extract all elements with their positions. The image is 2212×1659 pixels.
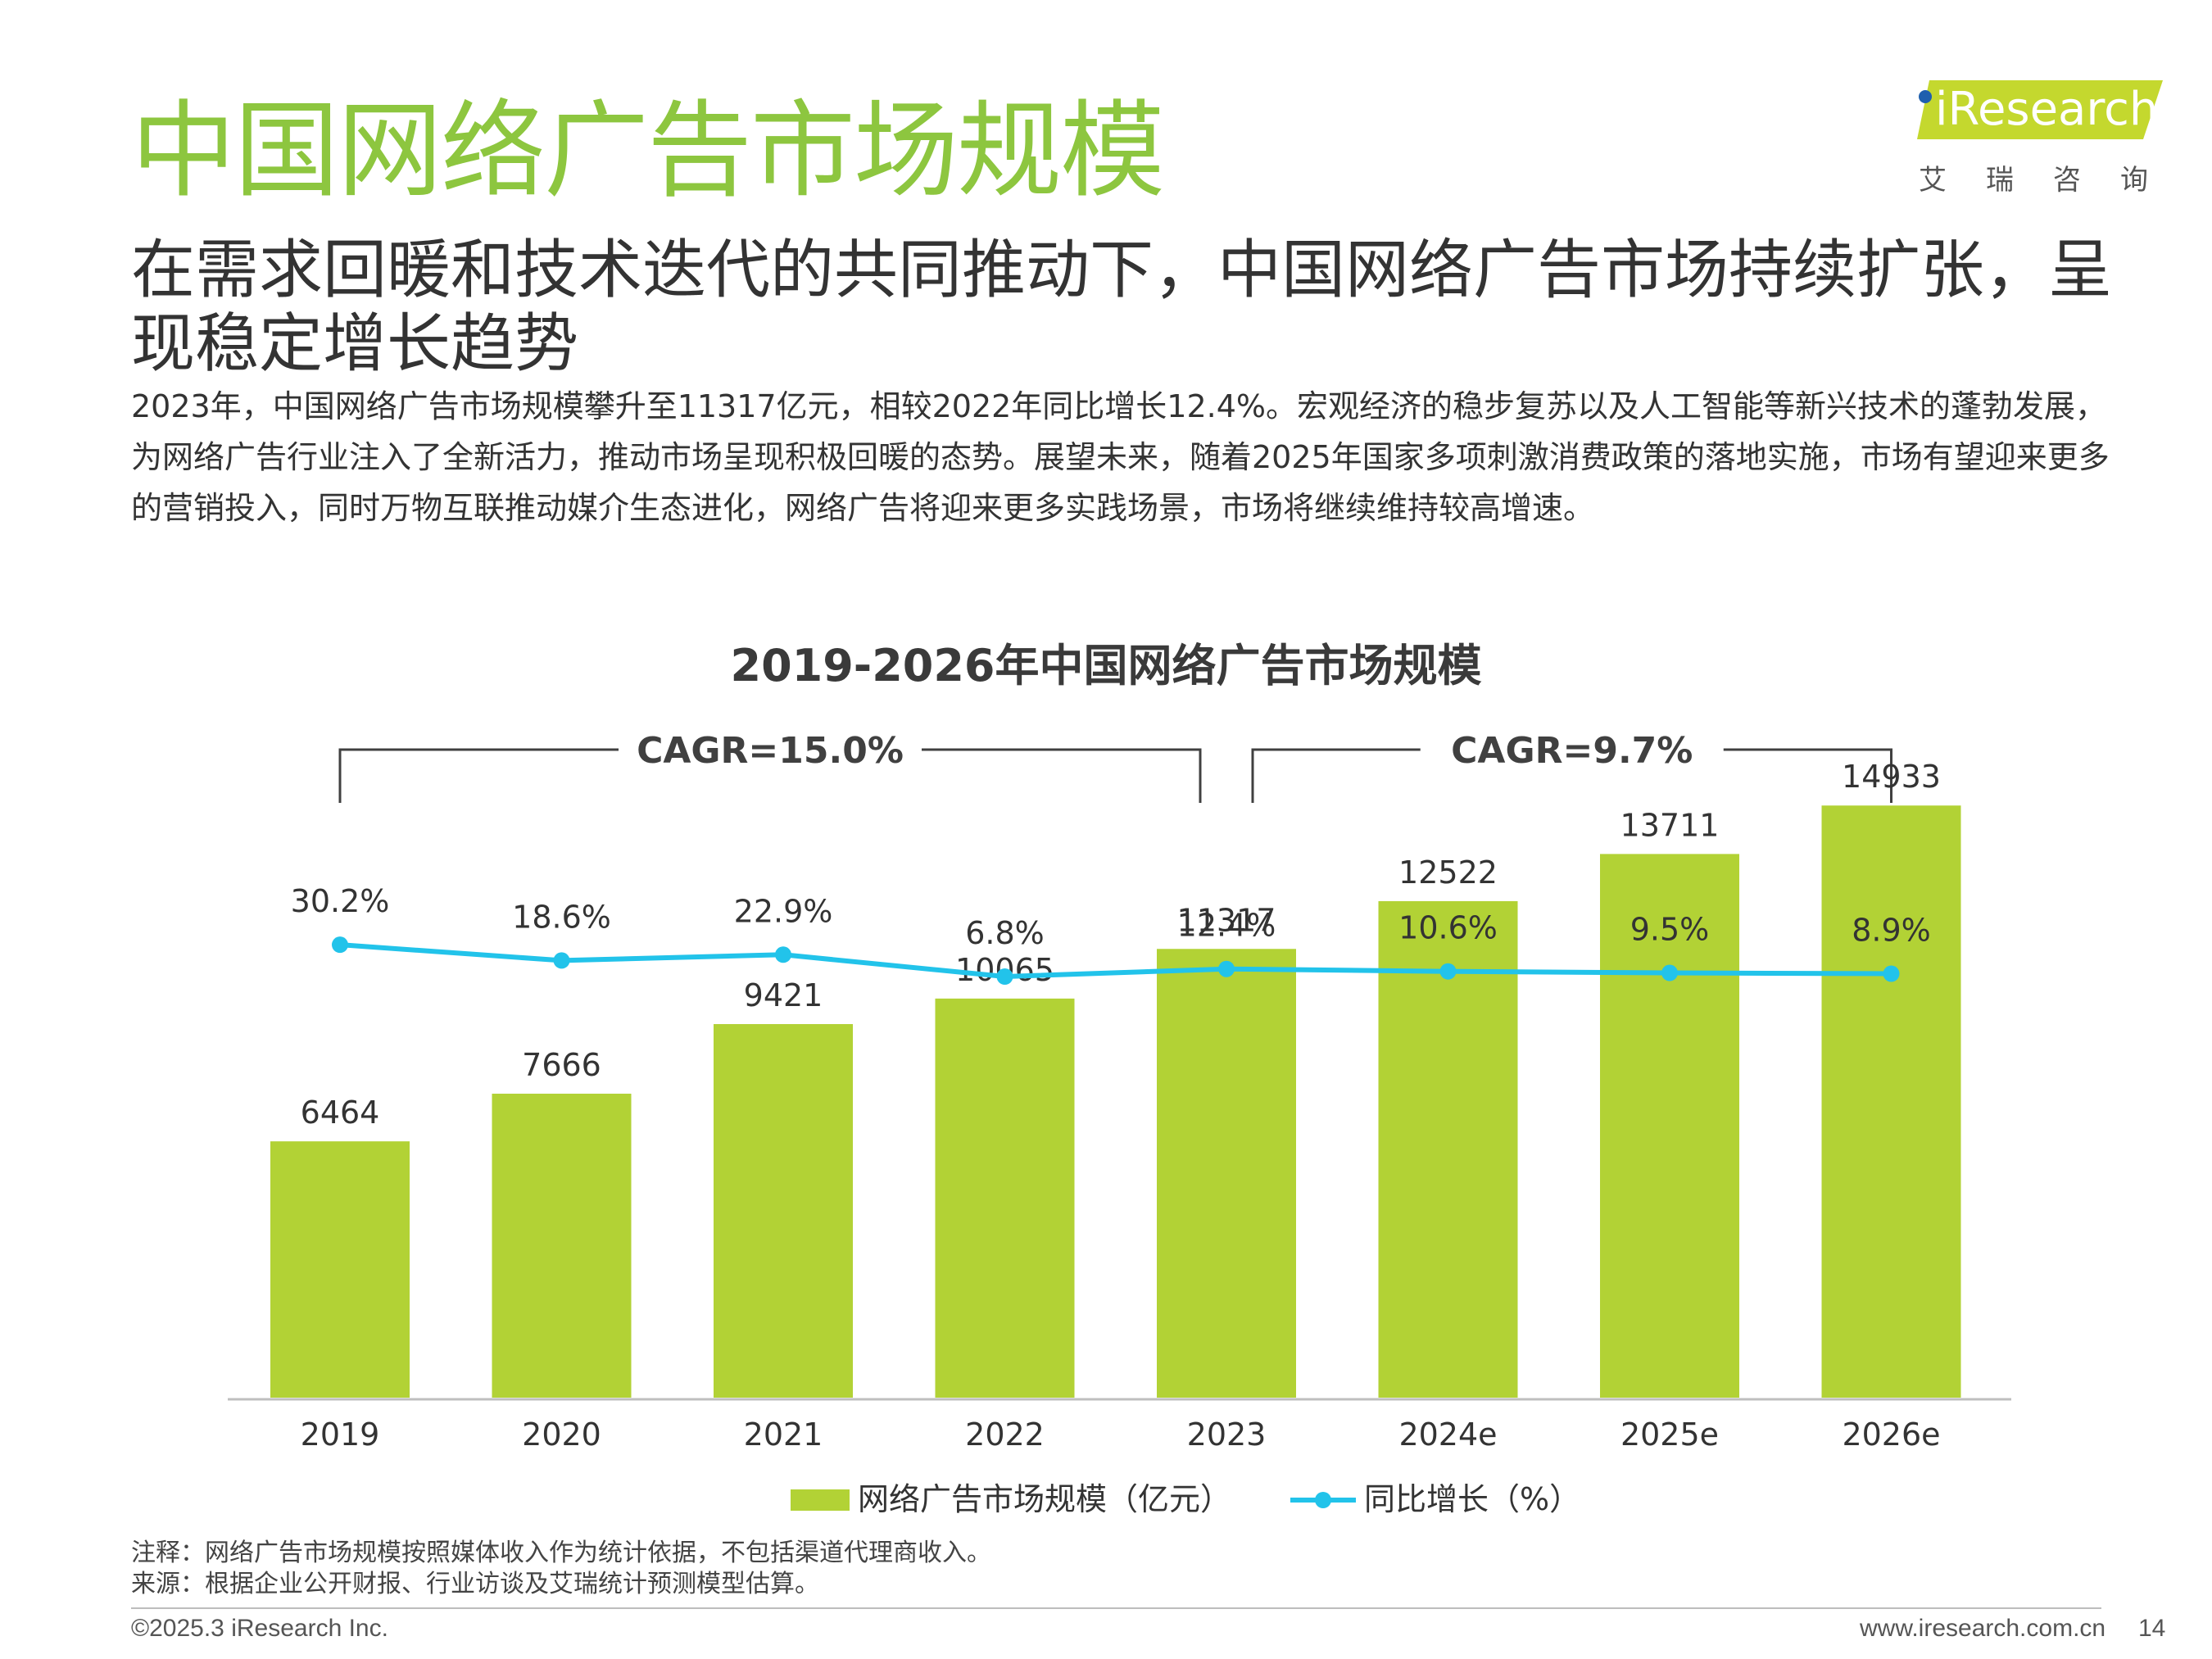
logo-dot-icon [1919,90,1932,103]
bar-2019 [270,1141,410,1398]
chart-note: 注释：网络广告市场规模按照媒体收入作为统计依据，不包括渠道代理商收入。 [131,1539,991,1567]
bar-2020 [492,1093,632,1398]
x-tick-2022: 2022 [965,1416,1045,1453]
bar-2024e [1378,900,1518,1398]
chart-source: 来源：根据企业公开财报、行业访谈及艾瑞统计预测模型估算。 [131,1570,819,1598]
growth-point-2019 [332,936,348,954]
bar-label-2025e: 13711 [1620,807,1720,843]
iresearch-logo: iResearch 艾瑞咨询 [1901,72,2187,197]
growth-point-2022 [996,968,1013,985]
footer-divider [131,1607,2101,1609]
legend-line-dot-icon [1315,1492,1331,1508]
growth-label-2020: 18.6% [512,899,611,935]
x-tick-2023: 2023 [1187,1416,1267,1453]
x-tick-2019: 2019 [301,1416,380,1453]
footer-copyright: ©2025.3 iResearch Inc. [131,1615,388,1642]
bar-series [270,805,1961,1398]
x-tick-2026e: 2026e [1842,1416,1940,1453]
growth-point-2025e [1661,964,1678,981]
bar-2022 [935,998,1075,1398]
growth-label-2023: 12.4% [1177,908,1276,944]
bar-2023 [1157,949,1296,1398]
bar-2025e [1600,854,1739,1398]
x-tick-2020: 2020 [522,1416,601,1453]
bar-label-2019: 6464 [301,1095,380,1131]
line-series [332,936,1900,985]
cagr-bracket-left-1 [338,748,619,803]
growth-label-2022: 6.8% [965,915,1045,951]
footer-website: www.iresearch.com.cn [1860,1615,2106,1642]
cagr-bracket-right-2 [1723,748,1892,803]
growth-line [339,942,1892,979]
bar-label-2026e: 14933 [1842,759,1941,795]
growth-label-2025e: 9.5% [1630,912,1710,948]
growth-label-2021: 22.9% [734,893,833,929]
cagr-annotations: CAGR=15.0% CAGR=9.7% [338,730,1892,803]
x-tick-2024e: 2024e [1398,1416,1497,1453]
bar-2026e [1821,805,1961,1398]
bar-label-2021: 9421 [744,977,823,1013]
cagr-label-2: CAGR=9.7% [1451,730,1693,772]
cagr-label-1: CAGR=15.0% [637,730,904,772]
growth-point-2024e [1439,963,1457,980]
growth-point-2020 [553,952,570,969]
x-axis-tick-labels: 2019 2020 2021 2022 2023 2024e 2025e 2026e [301,1416,1941,1453]
page-title: 中国网络广告市场规模 [131,90,1165,212]
bar-label-2023: 11317 [1177,902,1276,938]
x-tick-2021: 2021 [744,1416,823,1453]
legend-bar-label: 网络广告市场规模（亿元） [858,1481,1232,1517]
bar-label-2020: 7666 [522,1047,601,1083]
growth-label-2019: 30.2% [291,883,390,919]
cagr-bracket-left-2 [1251,748,1421,803]
growth-point-2023 [1218,960,1235,977]
chart-title: 2019-2026年中国网络广告市场规模 [730,640,1482,691]
cagr-bracket-right-1 [922,748,1202,803]
page-description: 2023年，中国网络广告市场规模攀升至11317亿元，相较2022年同比增长12… [131,388,2110,526]
logo-brand-shape [1917,80,2163,139]
bar-2021 [714,1024,853,1398]
page-subtitle: 在需求回暖和技术迭代的共同推动下，中国网络广告市场持续扩张，呈现稳定增长趋势 [131,233,2113,381]
page-number: 14 [2138,1615,2166,1642]
growth-point-2026e [1883,965,1900,982]
logo-subtitle: 艾瑞咨询 [1919,164,2187,197]
bar-label-2024e: 12522 [1398,854,1498,891]
growth-label-2026e: 8.9% [1852,913,1931,949]
line-value-labels: 30.2% 18.6% 22.9% 6.8% 12.4% 10.6% 9.5% 8.9% [291,883,1931,951]
growth-point-2021 [775,946,791,963]
logo-brand-text: iResearch [1935,83,2159,136]
legend-bar-swatch [791,1489,850,1511]
growth-label-2024e: 10.6% [1398,910,1498,946]
x-tick-2025e: 2025e [1620,1416,1719,1453]
legend-line-label: 同比增长（%） [1364,1481,1581,1517]
